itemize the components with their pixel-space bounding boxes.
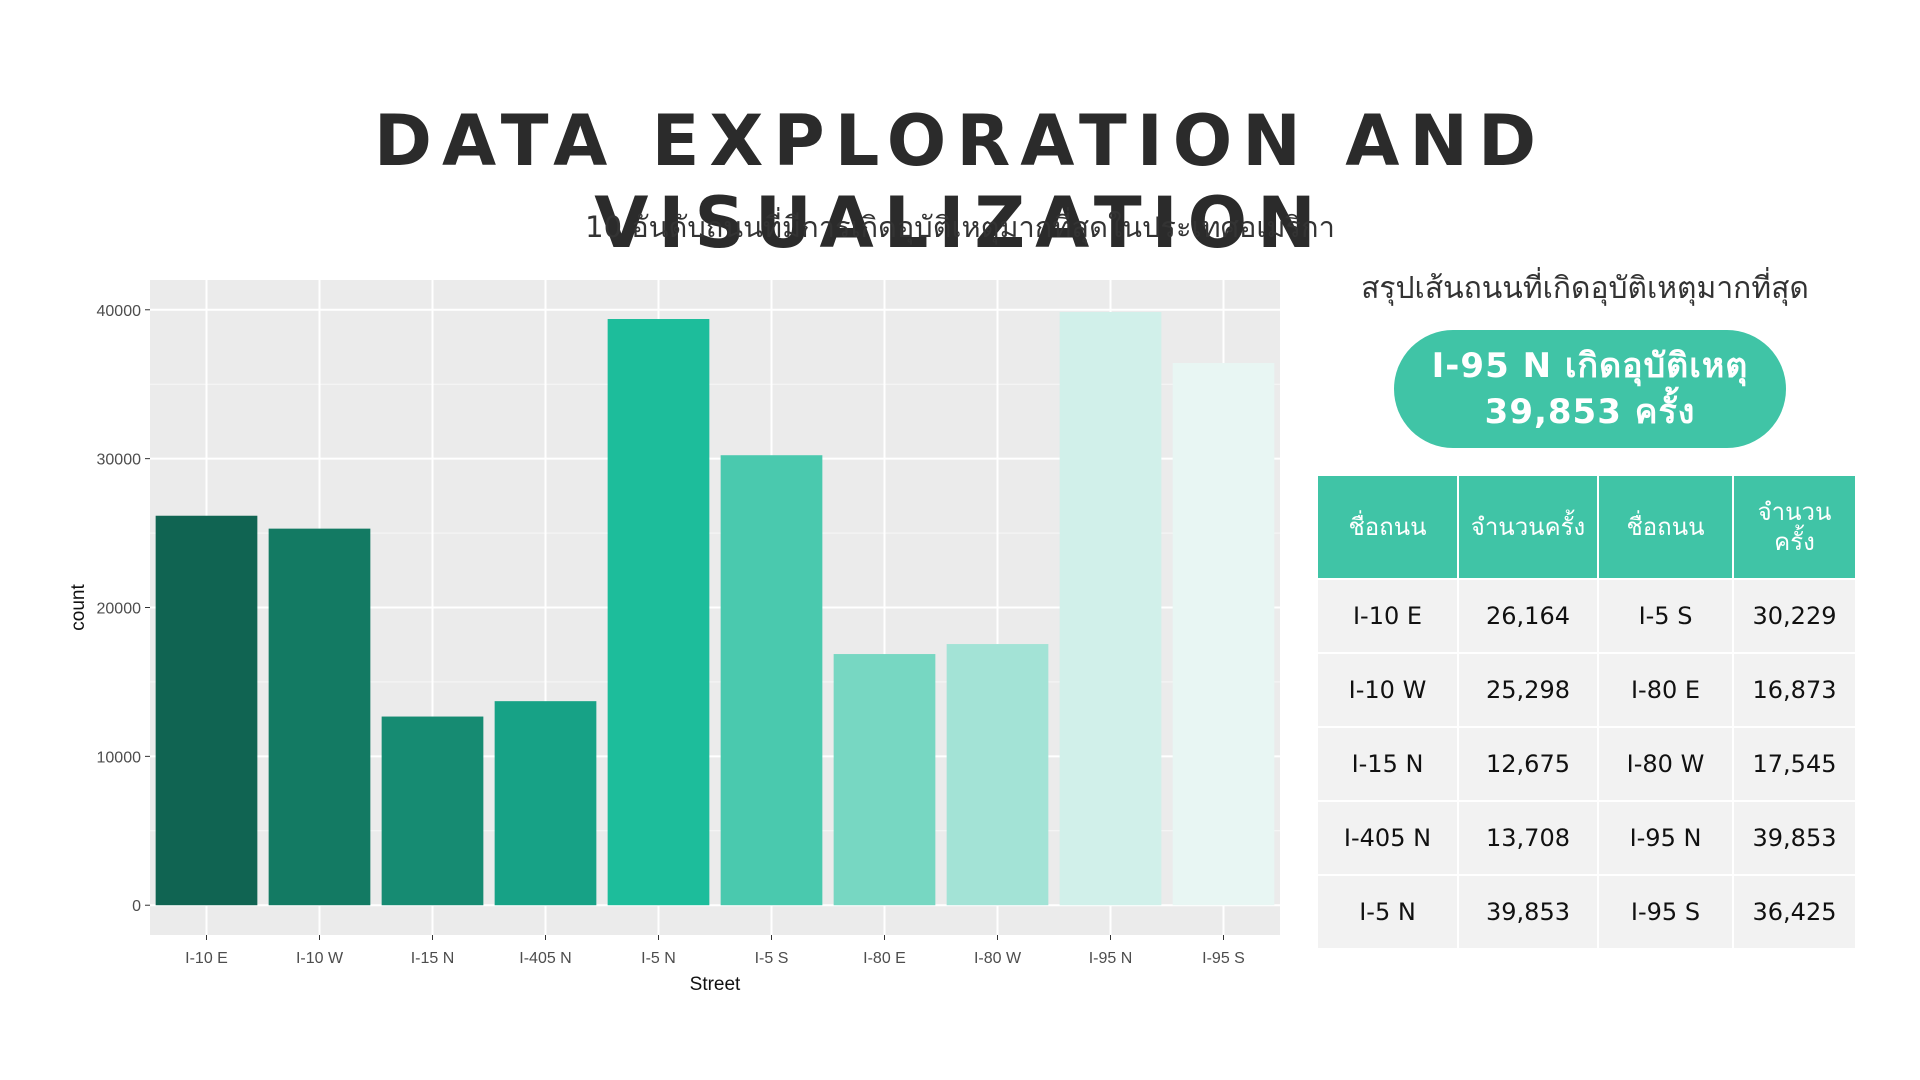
table-cell: 39,853: [1733, 800, 1855, 875]
table-cell: I-10 W: [1318, 652, 1459, 727]
page-title: DATA EXPLORATION AND VISUALIZATION: [373, 100, 1547, 264]
header-count-2: จำนวน ครั้ง: [1733, 476, 1855, 579]
x-tick-label: I-5 N: [641, 950, 676, 967]
table-cell: I-80 W: [1598, 726, 1734, 801]
table-cell: I-95 S: [1598, 874, 1734, 948]
x-tick-label: I-405 N: [519, 950, 571, 967]
x-tick-label: I-80 W: [974, 950, 1022, 967]
x-axis-title: Street: [690, 974, 741, 995]
table-cell: 25,298: [1458, 652, 1599, 727]
highlight-badge: I-95 N เกิดอุบัติเหตุ 39,853 ครั้ง: [1394, 330, 1786, 448]
header-street-2: ชื่อถนน: [1598, 476, 1734, 579]
chart-subtitle: 10 อันดับถนนที่มีการเกิดอุบัติเหตุมากที่…: [585, 210, 1335, 244]
y-tick-label: 20000: [97, 601, 142, 618]
table-row: I-10 E 26,164 I-5 S 30,229: [1318, 578, 1855, 653]
bar-i-405-n: [494, 701, 597, 906]
header-count-1: จำนวนครั้ง: [1458, 476, 1599, 579]
table-row: I-405 N 13,708 I-95 N 39,853: [1318, 800, 1855, 875]
x-tick-label: I-95 N: [1089, 950, 1133, 967]
table-cell: 26,164: [1458, 578, 1599, 653]
bar-i-5-s: [720, 455, 823, 906]
x-tick-label: I-10 E: [185, 950, 228, 967]
summary-heading: สรุปเส้นถนนที่เกิดอุบัติเหตุมากที่สุด: [1361, 271, 1809, 306]
bar-i-95-s: [1172, 362, 1275, 906]
table-cell: 17,545: [1733, 726, 1855, 801]
y-tick-label: 40000: [97, 303, 142, 320]
bar-i-10-w: [268, 528, 371, 906]
bar-i-80-w: [946, 644, 1049, 906]
x-tick-label: I-5 S: [755, 950, 789, 967]
y-axis-title: count: [68, 584, 89, 631]
highlight-line-2: 39,853 ครั้ง: [1484, 392, 1696, 432]
table-cell: 13,708: [1458, 800, 1599, 875]
y-tick-label: 30000: [97, 452, 142, 469]
bar-i-10-e: [155, 515, 258, 906]
table-row: I-5 N 39,853 I-95 S 36,425: [1318, 874, 1855, 948]
table-cell: I-95 N: [1598, 800, 1734, 875]
header-street-1: ชื่อถนน: [1318, 476, 1459, 579]
bar-i-5-n: [607, 319, 710, 906]
table-cell: 39,853: [1458, 874, 1599, 948]
x-tick-label: I-80 E: [863, 950, 906, 967]
table-row: I-10 W 25,298 I-80 E 16,873: [1318, 652, 1855, 727]
table-cell: I-405 N: [1318, 800, 1459, 875]
x-tick-label: I-10 W: [296, 950, 344, 967]
table-cell: I-10 E: [1318, 578, 1459, 653]
y-tick-label: 10000: [97, 749, 142, 766]
table-cell: I-80 E: [1598, 652, 1734, 727]
table-cell: 16,873: [1733, 652, 1855, 727]
table-cell: I-15 N: [1318, 726, 1459, 801]
highlight-line-1: I-95 N เกิดอุบัติเหตุ: [1431, 346, 1749, 386]
table-cell: I-5 S: [1598, 578, 1734, 653]
table-cell: I-5 N: [1318, 874, 1459, 948]
table-cell: 30,229: [1733, 578, 1855, 653]
bar-i-15-n: [381, 716, 484, 906]
table-cell: 12,675: [1458, 726, 1599, 801]
summary-table: ชื่อถนน จำนวนครั้ง ชื่อถนน จำนวน ครั้ง I…: [1318, 476, 1855, 948]
bar-i-95-n: [1059, 311, 1162, 906]
y-tick-label: 0: [132, 898, 141, 915]
bar-i-80-e: [833, 654, 936, 906]
table-row: I-15 N 12,675 I-80 W 17,545: [1318, 726, 1855, 801]
x-tick-label: I-95 S: [1202, 950, 1245, 967]
table-header-row: ชื่อถนน จำนวนครั้ง ชื่อถนน จำนวน ครั้ง: [1318, 476, 1855, 579]
x-tick-label: I-15 N: [411, 950, 455, 967]
table-cell: 36,425: [1733, 874, 1855, 948]
bar-chart: 0 10000 20000 30000 40000 I-10 E I-10 W I-15 N I…: [68, 280, 1280, 995]
